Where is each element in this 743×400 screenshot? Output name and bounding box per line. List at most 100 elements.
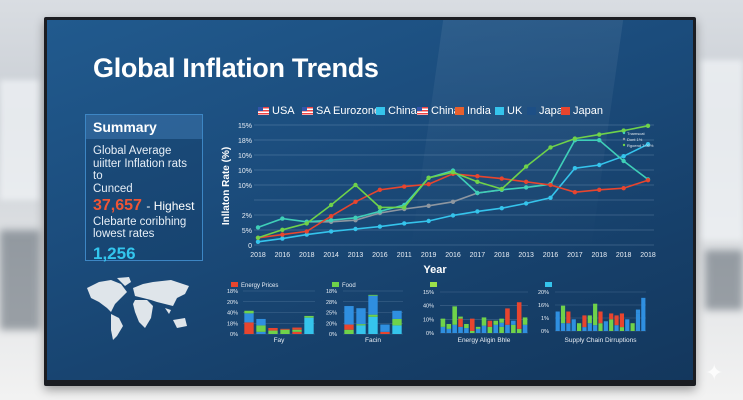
legend-swatch	[332, 282, 339, 287]
us-flag-icon	[417, 107, 428, 115]
y-tick-label: 0	[248, 243, 252, 250]
x-tick-label: 2014	[323, 252, 339, 259]
bar-segment	[292, 331, 302, 334]
y-axis-title: Inllaton Rate (%)	[221, 147, 232, 225]
bar-segment	[469, 330, 475, 333]
y-tick-label: 25%	[326, 311, 337, 317]
x-tick-label: 2016	[445, 252, 461, 259]
legend-label: China	[431, 105, 460, 117]
data-point	[328, 218, 334, 223]
x-tick-label: 2017	[470, 252, 486, 259]
legend-swatch	[231, 282, 238, 287]
background-window	[700, 60, 743, 240]
x-tick-label: 2018	[591, 252, 607, 259]
x-axis-title: Facin	[365, 337, 381, 344]
x-axis-title: Supply Chain Dirruptions	[565, 337, 638, 344]
bar-segment	[571, 319, 576, 331]
legend-label: Japan	[573, 105, 603, 117]
data-point	[353, 226, 358, 232]
bar-segment	[609, 319, 614, 331]
bar-segment	[452, 306, 457, 325]
data-point	[475, 209, 480, 214]
mini-legend-dot	[622, 143, 626, 147]
y-tick-label: 20%	[326, 321, 337, 327]
bar-segment	[619, 313, 624, 328]
bar-segment	[614, 325, 619, 331]
data-point	[475, 179, 480, 184]
bar-segment	[635, 313, 641, 331]
x-tick-label: 2019	[421, 252, 437, 259]
bar-segment	[458, 318, 463, 327]
summary-line: lowest rates	[93, 228, 155, 240]
bar-segment	[458, 316, 463, 319]
mini-legend-dot	[622, 137, 626, 141]
mini-legend-label: Tnamscat	[627, 131, 645, 136]
bar-segment	[598, 323, 603, 331]
data-point	[426, 182, 431, 187]
bar-segment	[380, 324, 390, 332]
data-point	[523, 201, 529, 206]
data-point	[645, 142, 651, 147]
bar-segment	[516, 328, 522, 333]
legend-item: SA	[302, 105, 331, 117]
page-title: Global Inflation Trends	[93, 53, 379, 83]
world-map-icon	[87, 277, 189, 340]
bar-segment	[505, 308, 510, 325]
y-tick-label: 10%	[238, 168, 252, 175]
data-point	[353, 199, 358, 204]
y-tick-label: 18%	[227, 289, 238, 295]
bar-segment	[368, 316, 378, 334]
bar-segment	[392, 325, 402, 334]
y-tick-label: 0%	[329, 332, 337, 338]
legend-swatch	[527, 107, 536, 115]
y-tick-label: 0%	[230, 332, 238, 338]
bar-segment	[516, 302, 522, 329]
y-tick-label: 15%	[423, 290, 434, 296]
y-tick-label: 20%	[538, 290, 549, 296]
data-point	[280, 232, 285, 237]
legend-item: Japan	[561, 105, 603, 117]
legend-item: India	[455, 105, 491, 117]
legend-swatch	[455, 107, 464, 115]
background-desk	[0, 230, 40, 330]
x-axis-title: Year	[423, 264, 447, 276]
data-point	[353, 182, 358, 188]
bar-segment	[587, 323, 592, 331]
x-tick-label: 2013	[348, 252, 364, 259]
bar-segment	[368, 294, 378, 296]
bar-segment	[440, 326, 446, 333]
data-point	[426, 175, 431, 180]
data-point	[621, 128, 626, 133]
x-tick-label: 2011	[397, 252, 412, 259]
bar-segment	[356, 308, 366, 325]
bar-segment	[458, 326, 463, 333]
data-point	[304, 229, 309, 234]
x-tick-label: 2016	[275, 252, 291, 259]
bar-segment	[493, 320, 499, 325]
data-point	[597, 138, 602, 143]
legend-item: China	[417, 105, 460, 117]
bar-segment	[356, 324, 366, 326]
bar-segment	[630, 323, 635, 331]
bar-segment	[481, 325, 487, 333]
data-point	[475, 190, 480, 196]
summary-text: Global Average uiitter Inflation rats to…	[86, 145, 202, 195]
data-point	[304, 232, 309, 237]
summary-line: uiitter Inflation rats to	[93, 157, 187, 183]
bar-segment	[464, 328, 469, 333]
bar-segment	[522, 324, 528, 333]
data-point	[523, 185, 529, 190]
sparkle-icon: ✦	[705, 360, 724, 385]
lowest-value: 1,256	[93, 243, 136, 263]
series-line	[257, 172, 649, 239]
data-point	[548, 182, 553, 188]
legend-label: China	[388, 105, 417, 117]
background-window	[0, 80, 40, 200]
mini-legend-label: Dont 1%	[627, 137, 643, 142]
data-point	[328, 229, 334, 234]
bar-segment	[511, 320, 516, 325]
data-point	[645, 178, 651, 183]
bar-segment	[560, 323, 566, 331]
x-axis-title: Fay	[274, 337, 286, 344]
legend-swatch	[545, 282, 552, 287]
